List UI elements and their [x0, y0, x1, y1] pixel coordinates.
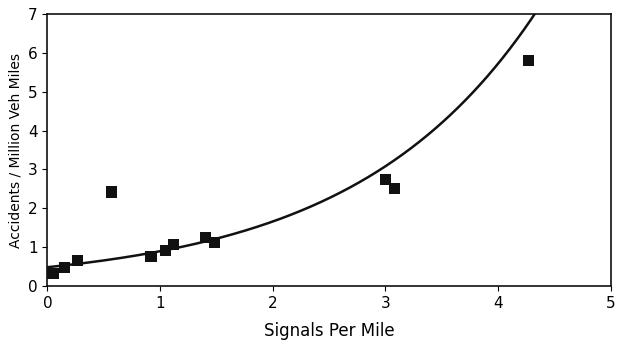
- Point: [389, 185, 399, 191]
- Point: [381, 176, 391, 182]
- Point: [209, 240, 219, 245]
- Point: [73, 258, 83, 263]
- Point: [59, 265, 69, 270]
- Point: [200, 235, 210, 240]
- X-axis label: Signals Per Mile: Signals Per Mile: [264, 322, 394, 340]
- Y-axis label: Accidents / Million Veh Miles: Accidents / Million Veh Miles: [8, 53, 22, 247]
- Point: [168, 242, 178, 247]
- Point: [48, 271, 58, 276]
- Point: [107, 189, 117, 195]
- Point: [524, 58, 534, 64]
- Point: [146, 254, 156, 260]
- Point: [161, 248, 171, 254]
